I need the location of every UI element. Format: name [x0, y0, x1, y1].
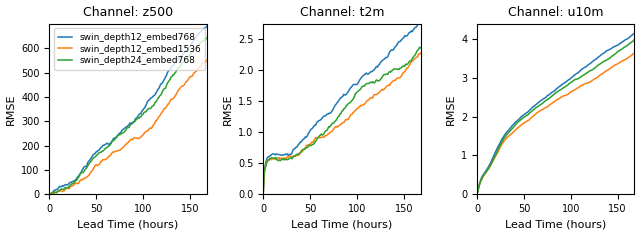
- Line: swin_depth12_embed1536: swin_depth12_embed1536: [49, 60, 207, 194]
- X-axis label: Lead Time (hours): Lead Time (hours): [77, 219, 179, 229]
- swin_depth24_embed768: [88, 159, 95, 162]
- Y-axis label: RMSE: RMSE: [223, 93, 232, 125]
- swin_depth12_embed768: [171, 62, 179, 64]
- swin_depth12_embed1536: [168, 98, 176, 100]
- X-axis label: Lead Time (hours): Lead Time (hours): [505, 219, 606, 229]
- swin_depth24_embed768: [45, 193, 53, 196]
- swin_depth12_embed768: [195, 32, 203, 35]
- swin_depth12_embed768: [203, 25, 211, 28]
- swin_depth12_embed1536: [108, 152, 115, 155]
- Title: Channel: t2m: Channel: t2m: [300, 6, 384, 19]
- swin_depth24_embed768: [171, 72, 179, 74]
- swin_depth12_embed768: [45, 193, 53, 196]
- swin_depth12_embed1536: [88, 170, 95, 173]
- swin_depth12_embed768: [108, 141, 115, 144]
- Legend: swin_depth12_embed768, swin_depth12_embed1536, swin_depth24_embed768: swin_depth12_embed768, swin_depth12_embe…: [54, 28, 205, 70]
- swin_depth12_embed768: [179, 52, 187, 55]
- X-axis label: Lead Time (hours): Lead Time (hours): [291, 219, 392, 229]
- Title: Channel: u10m: Channel: u10m: [508, 6, 604, 19]
- Line: swin_depth24_embed768: swin_depth24_embed768: [49, 38, 207, 194]
- swin_depth12_embed1536: [179, 84, 187, 87]
- swin_depth24_embed768: [203, 37, 211, 39]
- Title: Channel: z500: Channel: z500: [83, 6, 173, 19]
- swin_depth24_embed768: [108, 142, 115, 145]
- swin_depth24_embed768: [195, 43, 203, 46]
- swin_depth12_embed1536: [195, 66, 203, 69]
- swin_depth24_embed768: [168, 75, 176, 78]
- swin_depth24_embed768: [179, 60, 187, 63]
- swin_depth12_embed768: [168, 65, 176, 68]
- swin_depth12_embed1536: [203, 59, 211, 62]
- Y-axis label: RMSE: RMSE: [445, 93, 456, 125]
- swin_depth12_embed1536: [171, 95, 179, 98]
- swin_depth12_embed768: [88, 156, 95, 159]
- Line: swin_depth12_embed768: swin_depth12_embed768: [49, 26, 207, 194]
- Y-axis label: RMSE: RMSE: [6, 93, 15, 125]
- swin_depth12_embed1536: [45, 193, 53, 196]
